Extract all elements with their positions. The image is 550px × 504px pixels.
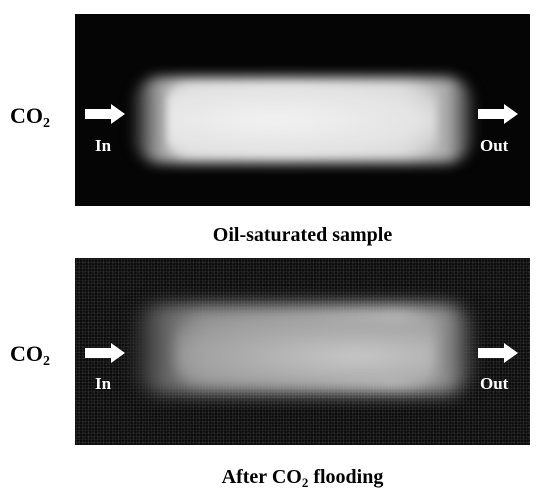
co2-injection-label-2: CO2 — [10, 341, 50, 369]
sample-signal-core — [167, 86, 437, 154]
arrow-right-icon — [85, 104, 125, 124]
arrow-right-icon — [478, 343, 518, 363]
inlet-label: In — [95, 374, 112, 393]
sample-signal-core — [175, 318, 435, 382]
mri-image-oil-saturated: In Out — [75, 14, 530, 206]
arrow-right-icon — [85, 343, 125, 363]
caption-after-flooding: After CO2 flooding — [221, 466, 384, 490]
arrow-right-icon — [478, 104, 518, 124]
caption-oil-saturated: Oil-saturated sample — [212, 224, 393, 246]
outlet-label: Out — [480, 374, 509, 393]
inlet-label: In — [95, 136, 112, 155]
co2-injection-label-1: CO2 — [10, 103, 50, 131]
outlet-label: Out — [480, 136, 509, 155]
mri-image-after-flooding: In Out — [75, 258, 530, 445]
